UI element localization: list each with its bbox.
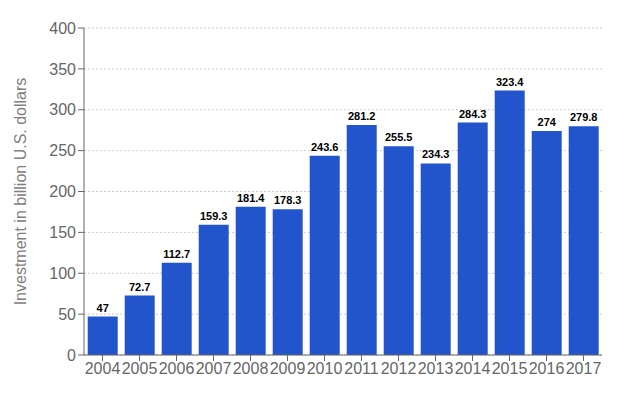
svg-text:243.6: 243.6: [311, 141, 339, 153]
svg-text:2007: 2007: [196, 360, 232, 377]
svg-text:323.4: 323.4: [496, 76, 524, 88]
svg-text:279.8: 279.8: [570, 111, 598, 123]
svg-text:72.7: 72.7: [129, 281, 150, 293]
svg-text:150: 150: [49, 224, 76, 241]
svg-text:350: 350: [49, 61, 76, 78]
svg-text:274: 274: [538, 116, 557, 128]
svg-text:181.4: 181.4: [237, 192, 265, 204]
svg-text:159.3: 159.3: [200, 210, 228, 222]
svg-text:Investment in billion U.S. dol: Investment in billion U.S. dollars: [12, 78, 29, 306]
svg-text:2010: 2010: [307, 360, 343, 377]
svg-text:0: 0: [67, 347, 76, 364]
svg-text:2013: 2013: [418, 360, 454, 377]
svg-text:284.3: 284.3: [459, 108, 487, 120]
svg-text:2006: 2006: [159, 360, 195, 377]
svg-text:200: 200: [49, 183, 76, 200]
svg-text:300: 300: [49, 101, 76, 118]
svg-text:400: 400: [49, 20, 76, 37]
svg-text:2015: 2015: [492, 360, 528, 377]
svg-text:112.7: 112.7: [163, 248, 190, 260]
svg-text:2008: 2008: [233, 360, 269, 377]
svg-text:234.3: 234.3: [422, 148, 450, 160]
svg-text:281.2: 281.2: [348, 110, 376, 122]
svg-text:2014: 2014: [455, 360, 491, 377]
svg-text:178.3: 178.3: [274, 194, 302, 206]
svg-text:255.5: 255.5: [385, 131, 413, 143]
svg-text:100: 100: [49, 265, 76, 282]
svg-text:2005: 2005: [122, 360, 158, 377]
svg-text:50: 50: [58, 306, 76, 323]
svg-text:47: 47: [97, 302, 109, 314]
svg-text:2012: 2012: [381, 360, 417, 377]
svg-text:2009: 2009: [270, 360, 306, 377]
svg-text:2016: 2016: [529, 360, 565, 377]
svg-text:2017: 2017: [566, 360, 602, 377]
svg-text:2011: 2011: [344, 360, 379, 377]
svg-text:2004: 2004: [85, 360, 121, 377]
svg-text:250: 250: [49, 142, 76, 159]
